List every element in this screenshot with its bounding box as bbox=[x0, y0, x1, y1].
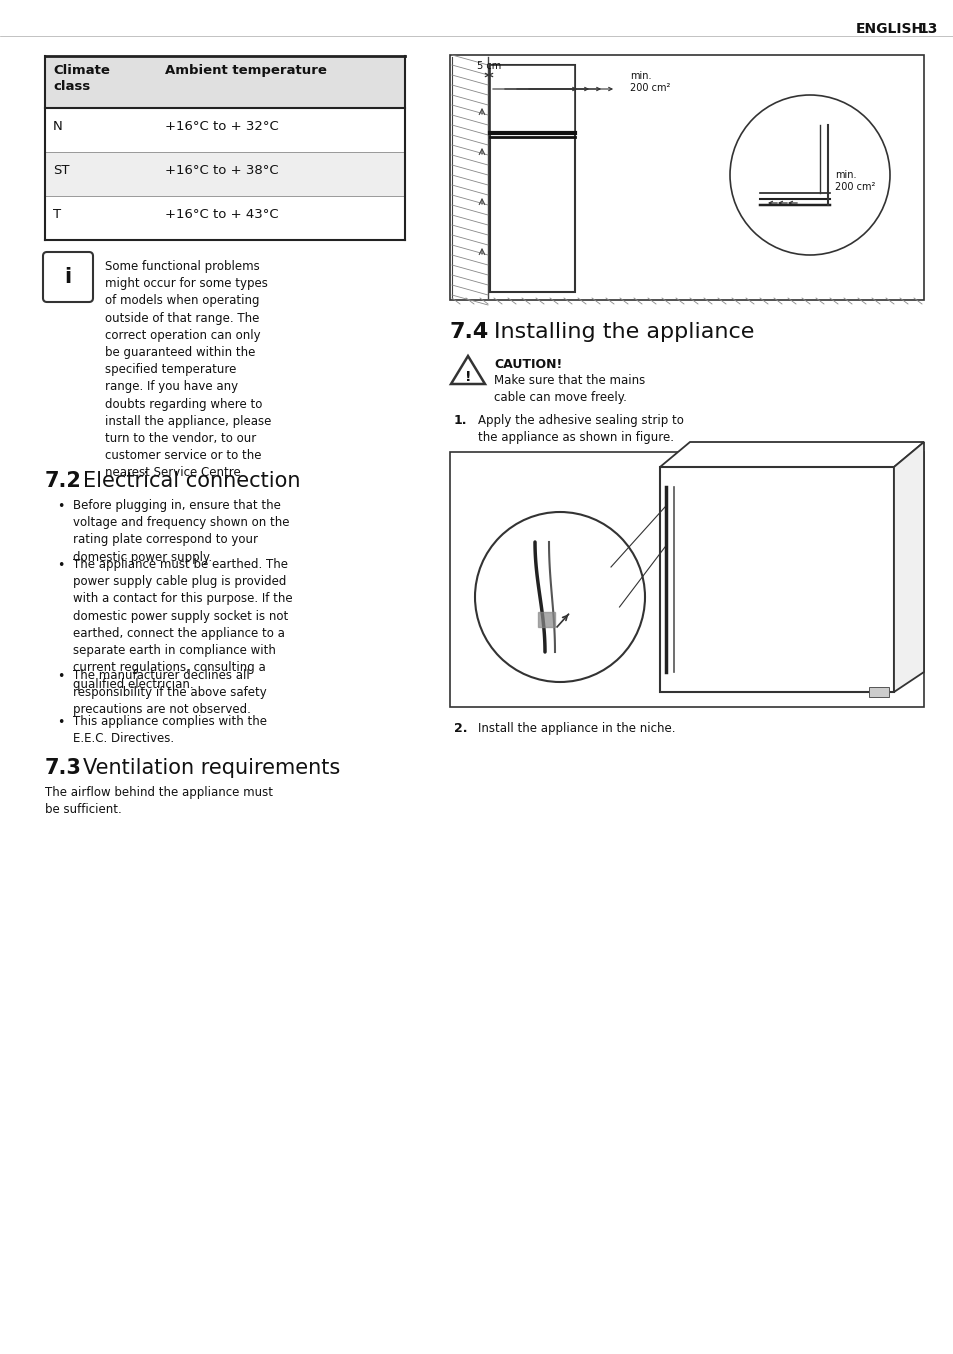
Text: Before plugging in, ensure that the
voltage and frequency shown on the
rating pl: Before plugging in, ensure that the volt… bbox=[73, 500, 289, 563]
Text: Electrical connection: Electrical connection bbox=[83, 471, 300, 492]
Text: The airflow behind the appliance must
be sufficient.: The airflow behind the appliance must be… bbox=[45, 787, 273, 816]
Text: 5 cm: 5 cm bbox=[476, 61, 500, 70]
Polygon shape bbox=[659, 441, 923, 467]
Text: +16°C to + 32°C: +16°C to + 32°C bbox=[165, 121, 278, 133]
Text: Climate
class: Climate class bbox=[53, 64, 110, 93]
Text: Ventilation requirements: Ventilation requirements bbox=[83, 758, 340, 779]
Text: min.
200 cm²: min. 200 cm² bbox=[629, 70, 670, 93]
FancyBboxPatch shape bbox=[43, 252, 92, 302]
Text: •: • bbox=[57, 716, 64, 728]
Text: 2.: 2. bbox=[454, 722, 467, 735]
Text: N: N bbox=[53, 121, 63, 133]
Bar bbox=[450, 56, 923, 301]
Text: ENGLISH: ENGLISH bbox=[855, 22, 923, 37]
Text: Apply the adhesive sealing strip to
the appliance as shown in figure.: Apply the adhesive sealing strip to the … bbox=[477, 414, 683, 444]
Text: +16°C to + 38°C: +16°C to + 38°C bbox=[165, 164, 278, 177]
Bar bbox=[659, 467, 893, 692]
Bar bbox=[490, 65, 575, 133]
Text: 7.4: 7.4 bbox=[450, 322, 489, 343]
Text: !: ! bbox=[464, 370, 471, 385]
Bar bbox=[45, 196, 405, 240]
Text: CAUTION!: CAUTION! bbox=[494, 357, 561, 371]
Bar bbox=[45, 108, 405, 152]
Text: Some functional problems
might occur for some types
of models when operating
out: Some functional problems might occur for… bbox=[105, 260, 271, 479]
Text: Make sure that the mains
cable can move freely.: Make sure that the mains cable can move … bbox=[494, 374, 644, 405]
Text: •: • bbox=[57, 559, 64, 571]
Text: •: • bbox=[57, 500, 64, 513]
Text: +16°C to + 43°C: +16°C to + 43°C bbox=[165, 209, 278, 221]
Bar bbox=[45, 152, 405, 196]
Text: The manufacturer declines all
responsibility if the above safety
precautions are: The manufacturer declines all responsibi… bbox=[73, 669, 267, 716]
Text: T: T bbox=[53, 209, 61, 221]
Text: Install the appliance in the niche.: Install the appliance in the niche. bbox=[477, 722, 675, 735]
Polygon shape bbox=[893, 441, 923, 692]
Text: 13: 13 bbox=[918, 22, 937, 37]
Text: 1.: 1. bbox=[454, 414, 467, 427]
Bar bbox=[45, 56, 405, 108]
Text: •: • bbox=[57, 670, 64, 682]
Text: The appliance must be earthed. The
power supply cable plug is provided
with a co: The appliance must be earthed. The power… bbox=[73, 558, 293, 692]
Bar bbox=[490, 65, 575, 292]
Bar bbox=[450, 452, 923, 707]
Text: ST: ST bbox=[53, 164, 70, 177]
Text: 7.3: 7.3 bbox=[45, 758, 82, 779]
Text: min.
200 cm²: min. 200 cm² bbox=[834, 171, 875, 192]
Text: This appliance complies with the
E.E.C. Directives.: This appliance complies with the E.E.C. … bbox=[73, 715, 267, 745]
Polygon shape bbox=[537, 612, 555, 627]
Text: Installing the appliance: Installing the appliance bbox=[494, 322, 754, 343]
Bar bbox=[868, 686, 888, 697]
Text: i: i bbox=[65, 267, 71, 287]
Text: Ambient temperature: Ambient temperature bbox=[165, 64, 327, 77]
Text: 7.2: 7.2 bbox=[45, 471, 82, 492]
